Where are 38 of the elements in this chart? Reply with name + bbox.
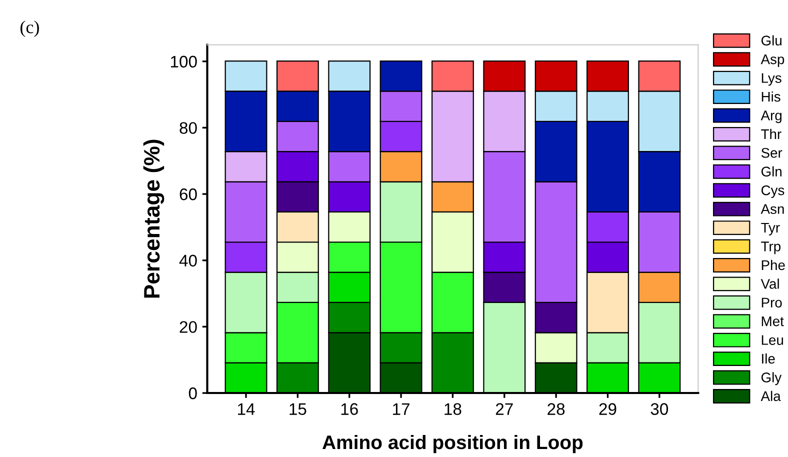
y-tick-label: 60 [180,188,197,200]
y-tick-label: 40 [179,254,197,267]
y-tick-label: 80 [180,122,197,134]
legend-label: Asp [760,54,784,67]
y-axis-title: Percentage (%) [143,140,164,298]
legend-label: Val [760,278,779,289]
x-tick-label: 16 [341,403,358,415]
legend-label: Cys [761,185,784,198]
legend-label: Lys [762,73,782,86]
x-tick-label: 15 [290,403,306,415]
legend-label: Pro [762,298,782,308]
legend-label: Ser [761,148,782,158]
legend-label: Glu [761,35,782,46]
x-axis-title: Amino acid position in Loop [322,434,583,454]
legend-label: Gln [761,166,782,177]
x-tick-label: 14 [238,403,255,415]
legend-label: Phe [762,260,785,270]
y-tick-label: 0 [188,387,197,400]
y-tick-label: 100 [170,56,197,68]
legend-label: Met [762,316,784,326]
legend-label: Asn [760,204,784,214]
legend-label: Trp [761,242,780,254]
x-tick-label: 28 [548,403,565,415]
legend-label: Tyr [761,222,780,236]
legend-label: Thr [761,128,782,139]
legend-label: Ala [760,390,781,402]
legend-label: His [762,91,780,102]
text: (c) [20,20,39,37]
x-tick-label: 27 [496,403,513,415]
legend-label: Arg [760,110,782,124]
x-tick-label: 29 [599,403,616,415]
x-tick-label: 18 [444,403,462,415]
legend-label: Gly [761,372,782,386]
legend-label: Ile [762,353,775,364]
legend-label: Leu [762,335,784,345]
x-tick-label: 30 [650,403,668,415]
y-tick-label: 20 [180,321,197,333]
x-tick-label: 17 [393,403,410,415]
